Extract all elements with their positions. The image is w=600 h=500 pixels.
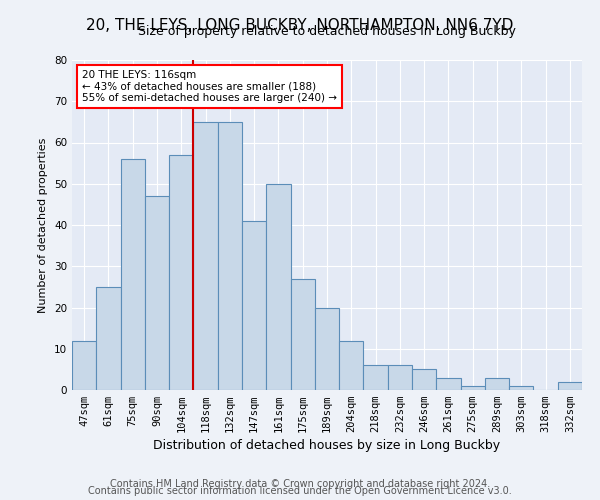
Bar — [509, 386, 533, 390]
Bar — [290, 278, 315, 390]
Bar — [339, 340, 364, 390]
X-axis label: Distribution of detached houses by size in Long Buckby: Distribution of detached houses by size … — [154, 440, 500, 452]
Bar — [461, 386, 485, 390]
Bar — [485, 378, 509, 390]
Bar — [266, 184, 290, 390]
Bar — [96, 287, 121, 390]
Bar — [218, 122, 242, 390]
Bar — [436, 378, 461, 390]
Text: Contains public sector information licensed under the Open Government Licence v3: Contains public sector information licen… — [88, 486, 512, 496]
Bar — [145, 196, 169, 390]
Bar — [242, 221, 266, 390]
Bar — [412, 370, 436, 390]
Bar — [364, 365, 388, 390]
Bar — [558, 382, 582, 390]
Text: Contains HM Land Registry data © Crown copyright and database right 2024.: Contains HM Land Registry data © Crown c… — [110, 479, 490, 489]
Bar — [72, 340, 96, 390]
Bar — [388, 365, 412, 390]
Bar — [121, 159, 145, 390]
Y-axis label: Number of detached properties: Number of detached properties — [38, 138, 49, 312]
Bar — [169, 155, 193, 390]
Text: 20, THE LEYS, LONG BUCKBY, NORTHAMPTON, NN6 7YD: 20, THE LEYS, LONG BUCKBY, NORTHAMPTON, … — [86, 18, 514, 32]
Title: Size of property relative to detached houses in Long Buckby: Size of property relative to detached ho… — [138, 25, 516, 38]
Text: 20 THE LEYS: 116sqm
← 43% of detached houses are smaller (188)
55% of semi-detac: 20 THE LEYS: 116sqm ← 43% of detached ho… — [82, 70, 337, 103]
Bar — [193, 122, 218, 390]
Bar — [315, 308, 339, 390]
